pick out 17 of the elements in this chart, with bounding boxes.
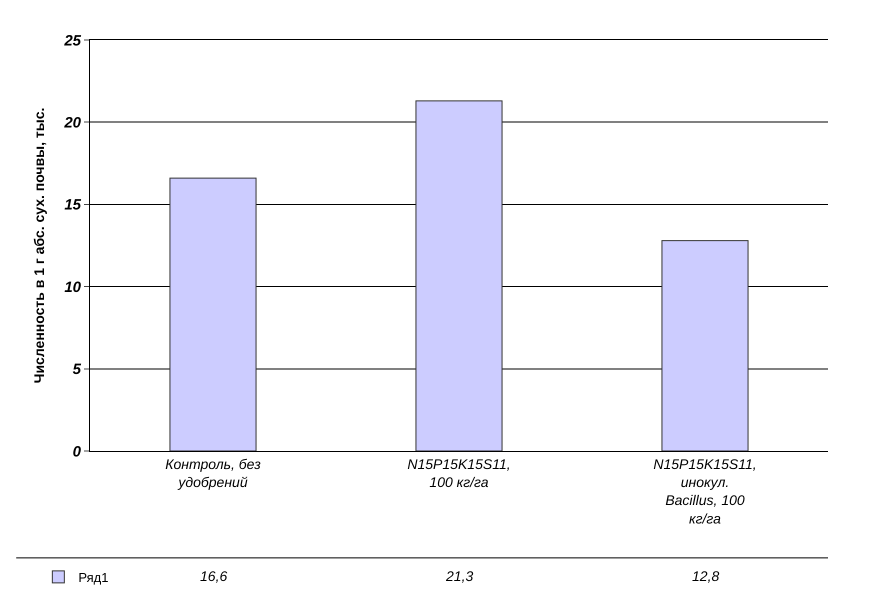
x-tick-label: N15P15K15S11, 100 кг/га bbox=[407, 456, 511, 490]
bar bbox=[415, 100, 503, 451]
data-label: 21,3 bbox=[445, 568, 474, 584]
data-label: 12,8 bbox=[692, 568, 720, 584]
y-tick-label: 10 bbox=[64, 278, 82, 296]
legend-label: Ряд1 bbox=[78, 570, 108, 585]
y-tick-label: 0 bbox=[72, 443, 82, 460]
x-tick-label: N15P15K15S11, инокул. Bacillus, 100 кг/га bbox=[653, 456, 757, 526]
y-axis-title: Численность в 1 г абс. сух. почвы, тыс. bbox=[30, 108, 47, 384]
y-tick-label: 15 bbox=[64, 196, 82, 214]
y-tick-label: 5 bbox=[72, 361, 82, 378]
y-tick-label: 20 bbox=[63, 114, 82, 132]
bar bbox=[661, 240, 749, 451]
data-label: 16,6 bbox=[200, 568, 228, 584]
y-tick-label: 25 bbox=[63, 32, 82, 50]
bar bbox=[169, 178, 257, 451]
x-tick-label: Контроль, без удобрений bbox=[165, 456, 262, 490]
